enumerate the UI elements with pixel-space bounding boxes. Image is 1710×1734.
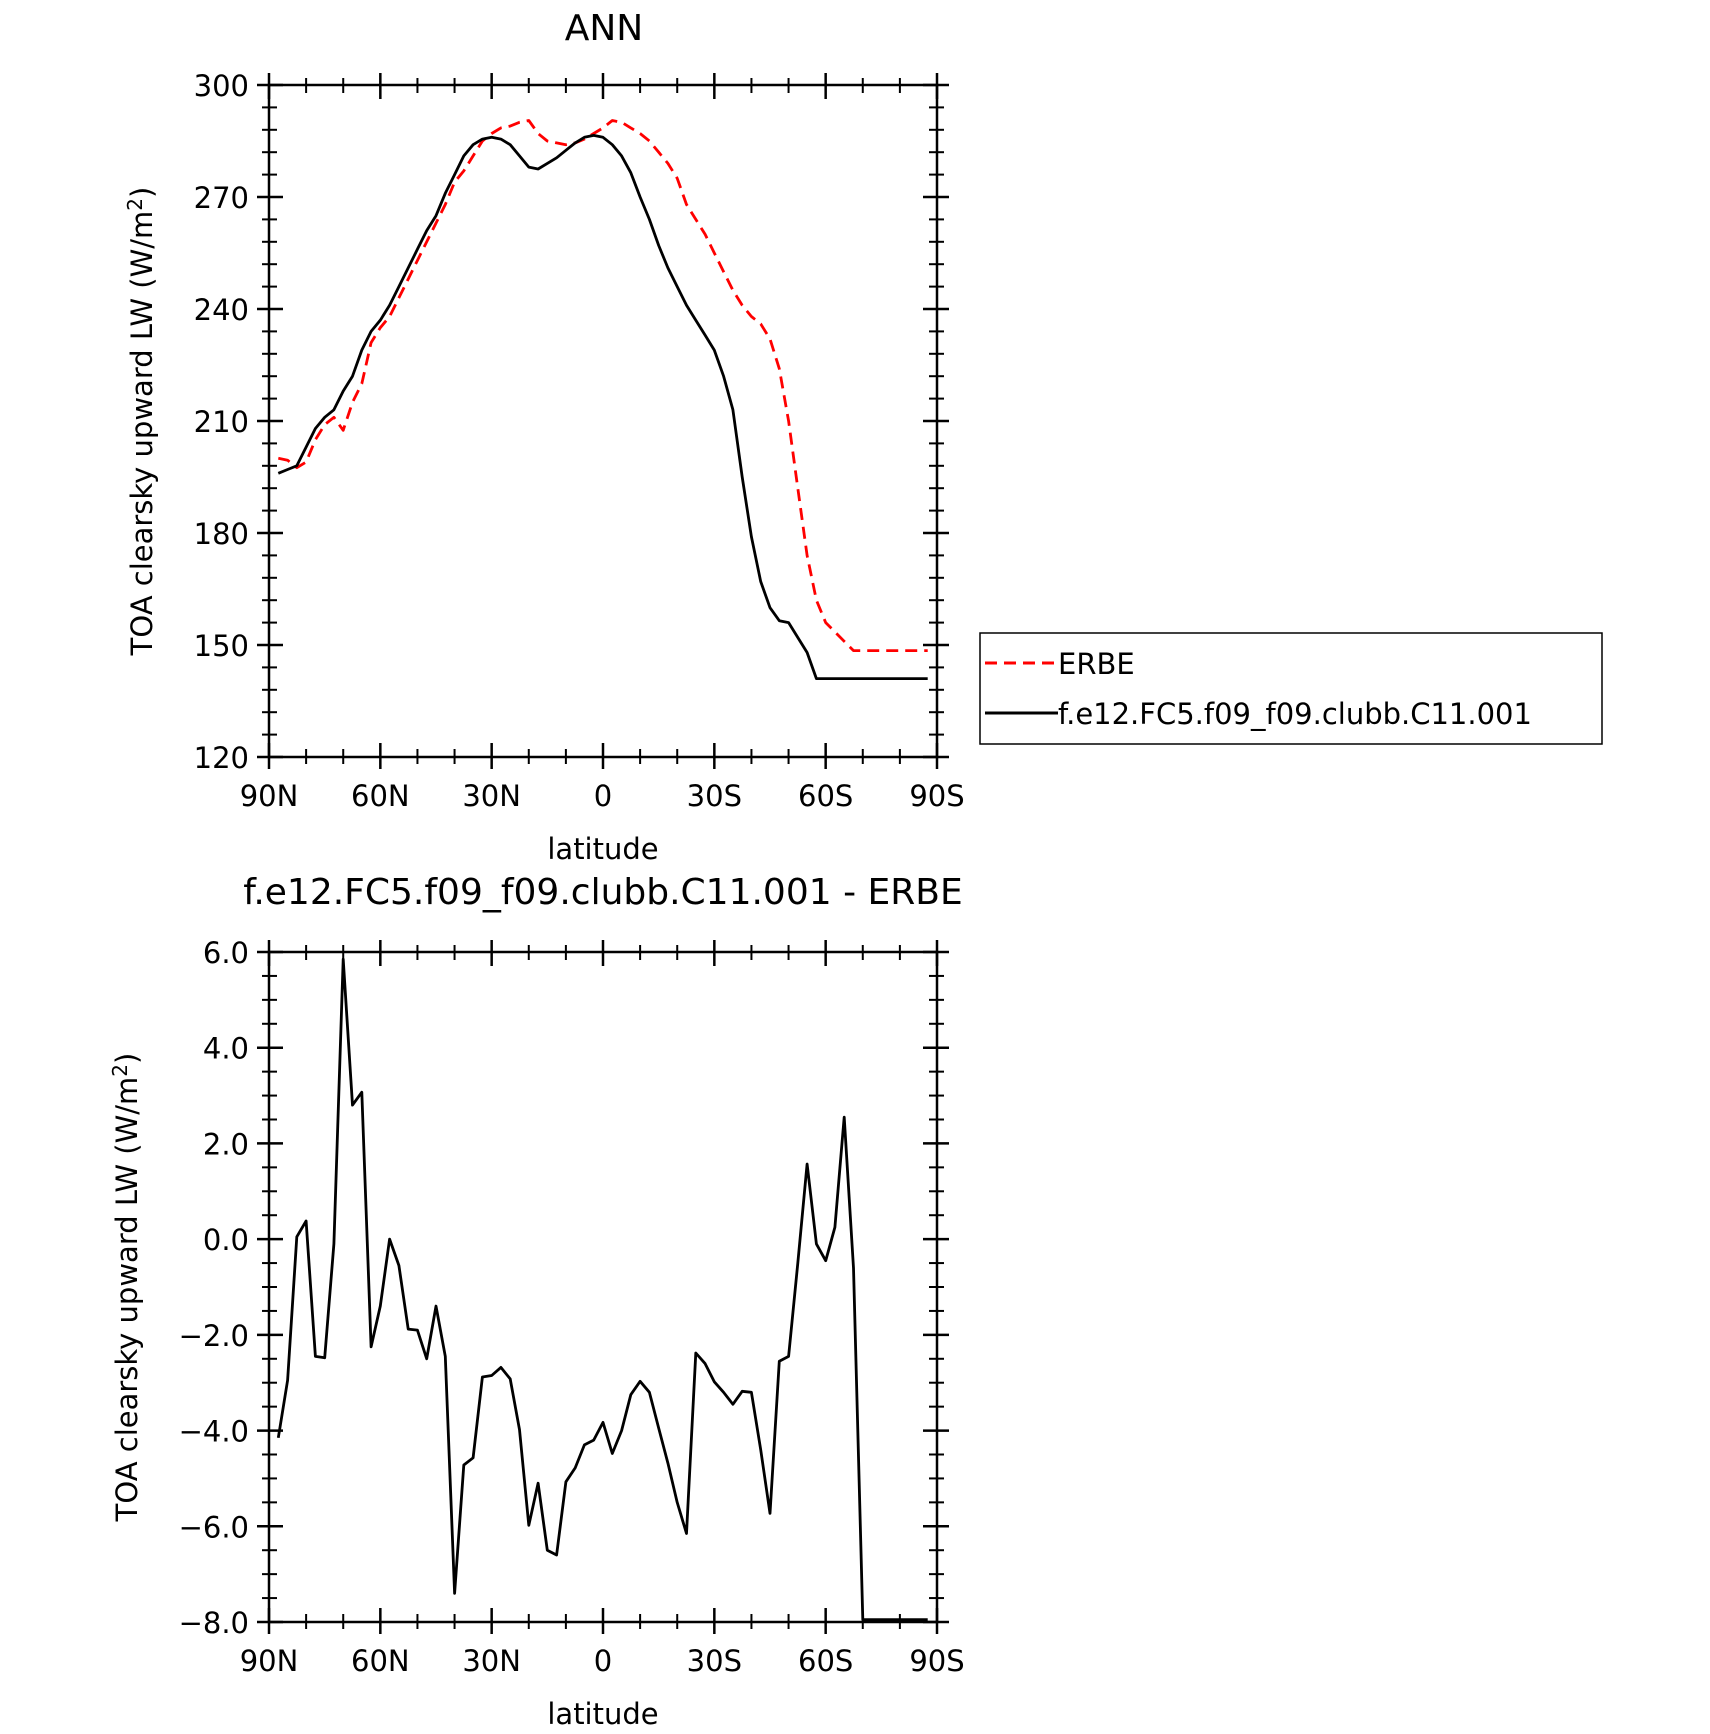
bottom-y-tick-label: −4.0 [179, 1415, 249, 1449]
top-x-tick-label: 0 [594, 779, 612, 813]
bottom-series-line-difference [276, 957, 928, 1621]
bottom-x-tick-label: 0 [594, 1644, 612, 1678]
top-x-tick-label: 90N [240, 779, 299, 813]
bottom-y-tick-label: −2.0 [179, 1319, 249, 1353]
bottom-ticks-layer: −8.0 −6.0 −4.0 −2.0 0.0 2.0 4.0 6.0 90N 60N 30N 0 30… [179, 936, 965, 1678]
top-y-tick-label: 300 [194, 69, 249, 103]
bottom-y-tick-label: −6.0 [179, 1510, 249, 1544]
top-y-tick-label: 120 [194, 741, 249, 775]
top-panel: ANN 120 150 180 210 240 270 300 90N 60N 30N 0 30S 60… [123, 8, 1603, 866]
top-y-tick-label: 240 [194, 293, 249, 327]
legend-erbe-label: ERBE [1058, 647, 1135, 681]
bottom-panel: f.e12.FC5.f09_f09.clubb.C11.001 - ERBE −… [108, 872, 965, 1731]
bottom-y-tick-label: 6.0 [203, 936, 249, 970]
bottom-x-tick-label: 30S [687, 1644, 742, 1678]
bottom-y-tick-label: −8.0 [179, 1606, 249, 1640]
bottom-x-tick-label: 90S [909, 1644, 964, 1678]
bottom-y-tick-label: 4.0 [203, 1032, 249, 1066]
bottom-y-tick-label: 2.0 [203, 1127, 249, 1161]
top-x-tick-label: 60S [798, 779, 853, 813]
bottom-x-tick-label: 30N [462, 1644, 521, 1678]
top-x-axis-label: latitude [547, 832, 658, 866]
top-x-tick-label: 30N [462, 779, 521, 813]
top-x-tick-label: 90S [909, 779, 964, 813]
top-x-tick-label: 60N [351, 779, 410, 813]
bottom-y-tick-label: 0.0 [203, 1223, 249, 1257]
top-y-tick-label: 180 [194, 517, 249, 551]
bottom-chart-title: f.e12.FC5.f09_f09.clubb.C11.001 - ERBE [243, 872, 962, 913]
top-y-tick-label: 150 [194, 629, 249, 663]
legend-box [979, 632, 1603, 745]
bottom-x-tick-label: 60N [351, 1644, 410, 1678]
top-series-line-erbe [278, 119, 928, 652]
legend: ERBE f.e12.FC5.f09_f09.clubb.C11.001 [979, 632, 1603, 745]
top-ticks-layer: 120 150 180 210 240 270 300 90N 60N 30N 0 30S 60S 90S [194, 69, 965, 813]
top-plot-frame [267, 83, 939, 759]
legend-model-label: f.e12.FC5.f09_f09.clubb.C11.001 [1058, 697, 1532, 731]
top-series-line-f-e12-fc5-f09-f09-clubb-c11-001 [277, 133, 928, 680]
top-chart-title: ANN [565, 8, 644, 49]
bottom-y-axis-label: TOA clearsky upward LW (W/m2) [108, 1053, 144, 1523]
bottom-x-tick-label: 60S [798, 1644, 853, 1678]
top-series-layer [277, 119, 928, 680]
bottom-series-layer [276, 957, 928, 1621]
top-y-tick-label: 270 [194, 181, 249, 215]
top-y-tick-label: 210 [194, 405, 249, 439]
bottom-x-axis-label: latitude [547, 1697, 658, 1731]
top-x-tick-label: 30S [687, 779, 742, 813]
bottom-x-tick-label: 90N [240, 1644, 299, 1678]
top-y-axis-label: TOA clearsky upward LW (W/m2) [123, 187, 159, 657]
